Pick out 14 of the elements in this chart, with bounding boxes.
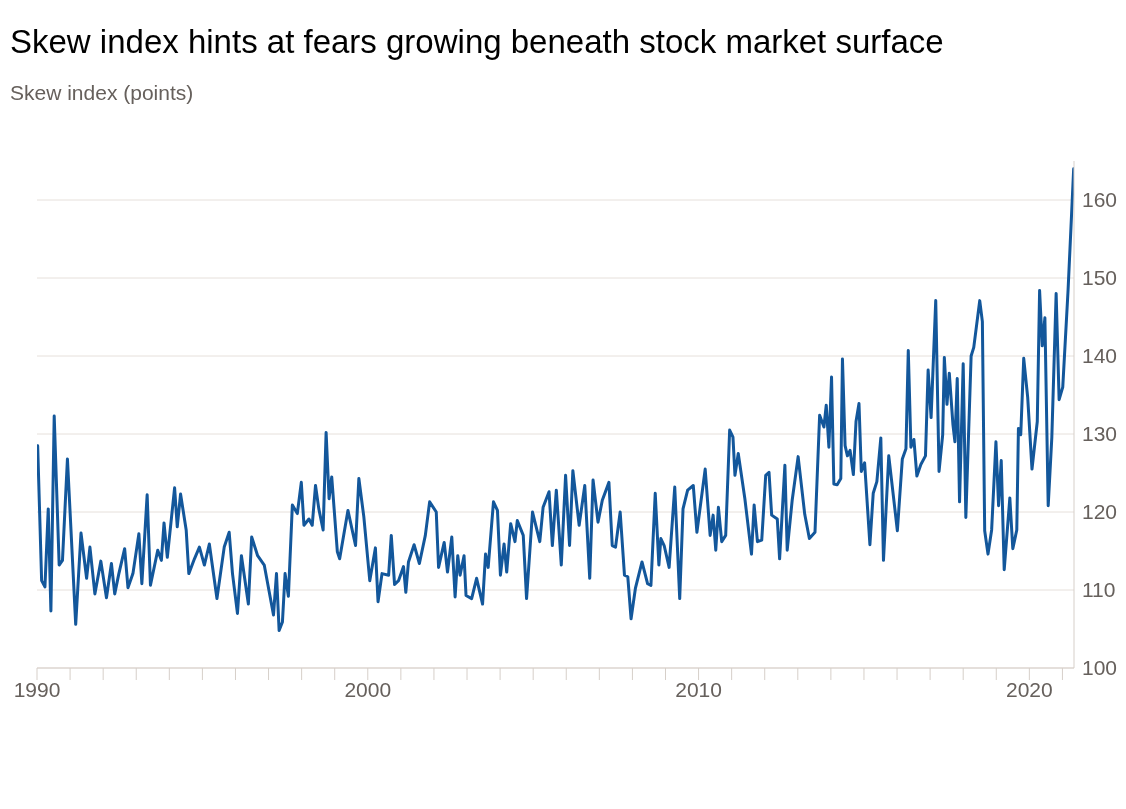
y-tick-label: 100 [1082, 656, 1118, 680]
chart-title: Skew index hints at fears growing beneath stock market surface [9, 22, 945, 62]
x-tick-label: 2010 [675, 677, 722, 701]
x-tick-label: 1990 [13, 677, 61, 701]
y-tick-label: 130 [1082, 422, 1118, 446]
chart-subtitle: Skew index (points) [9, 80, 195, 106]
y-tick-label: 110 [1082, 578, 1116, 602]
x-tick-label: 2000 [344, 677, 392, 701]
y-tick-label: 120 [1082, 500, 1118, 524]
x-tick-label: 2020 [1005, 677, 1053, 701]
y-tick-label: 140 [1082, 344, 1118, 368]
y-tick-label: 150 [1082, 266, 1118, 290]
line-series [37, 167, 1074, 633]
y-tick-label: 160 [1082, 188, 1118, 212]
